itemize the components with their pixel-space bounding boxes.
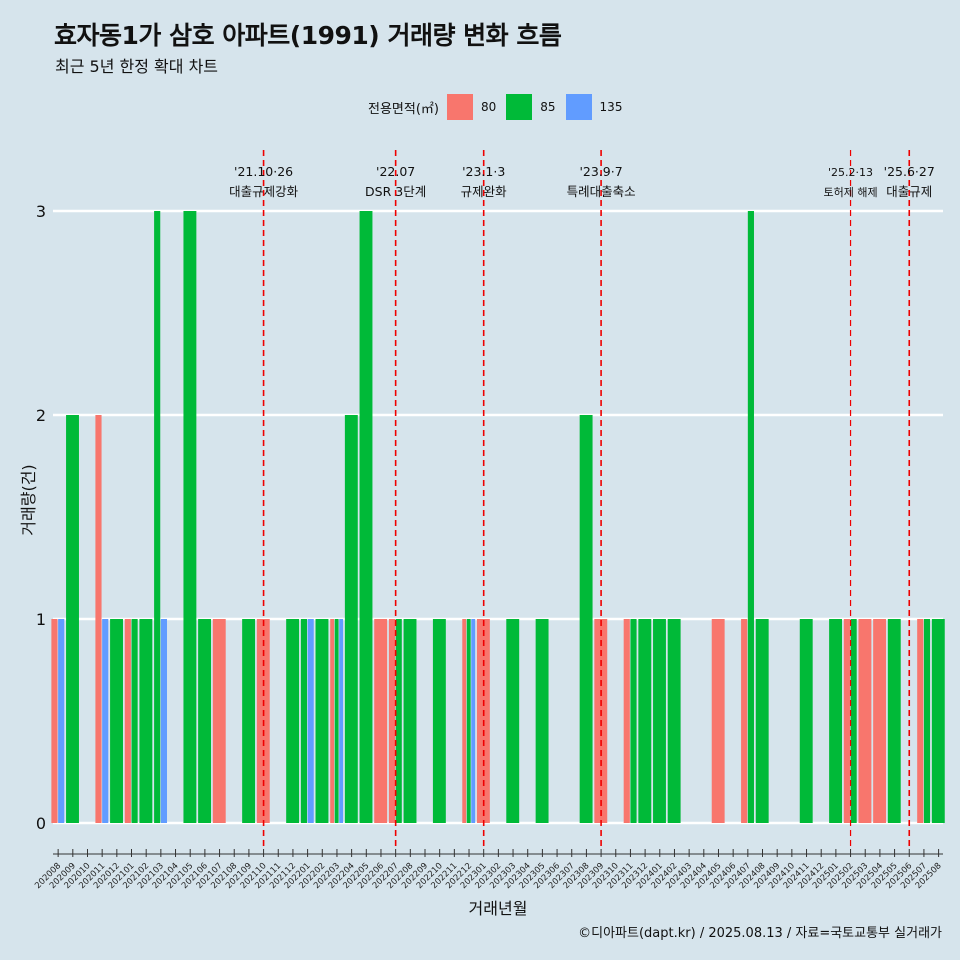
bar-202212-80 [462,619,467,823]
bar-202207-80 [388,619,396,823]
bar-202212-85 [466,619,471,823]
legend-item-80: 80 [446,94,497,120]
bar-202210-85 [432,619,446,823]
legend-label-85: 85 [540,100,556,114]
event-text-label: 특례대출축소 [567,184,636,199]
bar-202311-85 [630,619,637,823]
x-axis-title: 거래년월 [469,899,528,918]
bar-202103-85 [154,211,161,823]
bar-202204-85 [344,415,358,823]
event-text-label: 대출규제강화 [229,184,299,199]
bar-202201-135 [307,619,314,823]
event-date-label: '25.2·13 [828,166,873,179]
bar-202401-85 [653,619,666,823]
bar-202011-135 [102,619,109,823]
event-text-label: DSR 3단계 [365,184,426,199]
bar-202203-85 [334,619,339,823]
y-axis-title: 거래량(건) [19,464,38,535]
bar-202205-85 [359,211,373,823]
event-text-label: 규제완화 [461,184,508,199]
bar-202203-135 [339,619,344,823]
bar-202012-85 [110,619,123,823]
bar-202308-85 [579,415,593,823]
bar-202008-80 [51,619,58,823]
y-tick-label: 0 [36,814,46,833]
legend-title: 전용면적(㎡) [368,101,439,117]
bar-202502-85 [850,619,857,823]
legend-item-135: 135 [565,94,623,120]
bar-202201-85 [300,619,308,823]
bar-202311-80 [623,619,630,823]
bar-202501-85 [829,619,843,823]
bar-202411-85 [799,619,813,823]
bar-202109-85 [242,619,256,823]
bar-202011-80 [95,415,102,823]
bar-202504-80 [873,619,887,823]
legend-swatch-80 [446,94,473,120]
legend: 전용면적(㎡) 80 85 135 [368,93,632,121]
y-tick-label: 2 [36,406,46,425]
legend-label-80: 80 [480,100,497,114]
chart-subtitle: 최근 5년 한정 확대 차트 [55,57,219,76]
bar-202112-85 [286,619,300,823]
bar-202009-85 [66,415,79,823]
bar-202508-85 [931,619,945,823]
bar-202407-80 [741,619,748,823]
legend-swatch-135 [565,94,592,120]
bar-202303-85 [506,619,520,823]
legend-item-85: 85 [506,94,556,120]
bar-202106-85 [198,619,212,823]
bar-202503-80 [858,619,872,823]
chart-title: 효자동1가 삼호 아파트(1991) 거래량 변화 흐름 [54,21,562,50]
bar-202312-85 [638,619,652,823]
source-caption: ©디아파트(dapt.kr) / 2025.08.13 / 자료=국토교통부 실… [578,926,942,941]
y-tick-label: 3 [36,202,46,221]
legend-label-135: 135 [599,100,623,114]
bar-202206-80 [374,619,388,823]
bar-202212-135 [471,619,476,823]
bar-202505-85 [887,619,901,823]
bar-202105-85 [183,211,197,823]
bar-202103-135 [160,619,168,823]
event-date-label: '25.6·27 [884,164,935,179]
bar-202408-85 [755,619,769,823]
bar-202101-80 [124,619,131,823]
legend-swatch-85 [506,94,533,120]
bar-202305-85 [535,619,549,823]
bar-202208-85 [403,619,417,823]
event-date-label: '21.10·26 [234,164,293,179]
bar-202507-80 [917,619,924,823]
bar-202405-80 [711,619,725,823]
bar-202402-85 [667,619,681,823]
event-text-label: 토허제 해제 [823,185,877,199]
bar-202107-80 [212,619,226,823]
bar-202507-85 [923,619,931,823]
bar-202203-80 [330,619,335,823]
y-tick-label: 1 [36,610,46,629]
bar-202502-80 [843,619,850,823]
bar-202202-85 [315,619,329,823]
bar-202008-135 [58,619,65,823]
bar-202207-85 [395,619,402,823]
event-date-label: '22.07 [376,164,415,179]
event-date-label: '23.1·3 [462,164,505,179]
bar-202407-85 [747,211,754,823]
bar-202101-85 [131,619,138,823]
bar-202102-85 [139,619,153,823]
event-date-label: '23.9·7 [579,164,622,179]
event-text-label: 대출규제 [886,184,932,199]
